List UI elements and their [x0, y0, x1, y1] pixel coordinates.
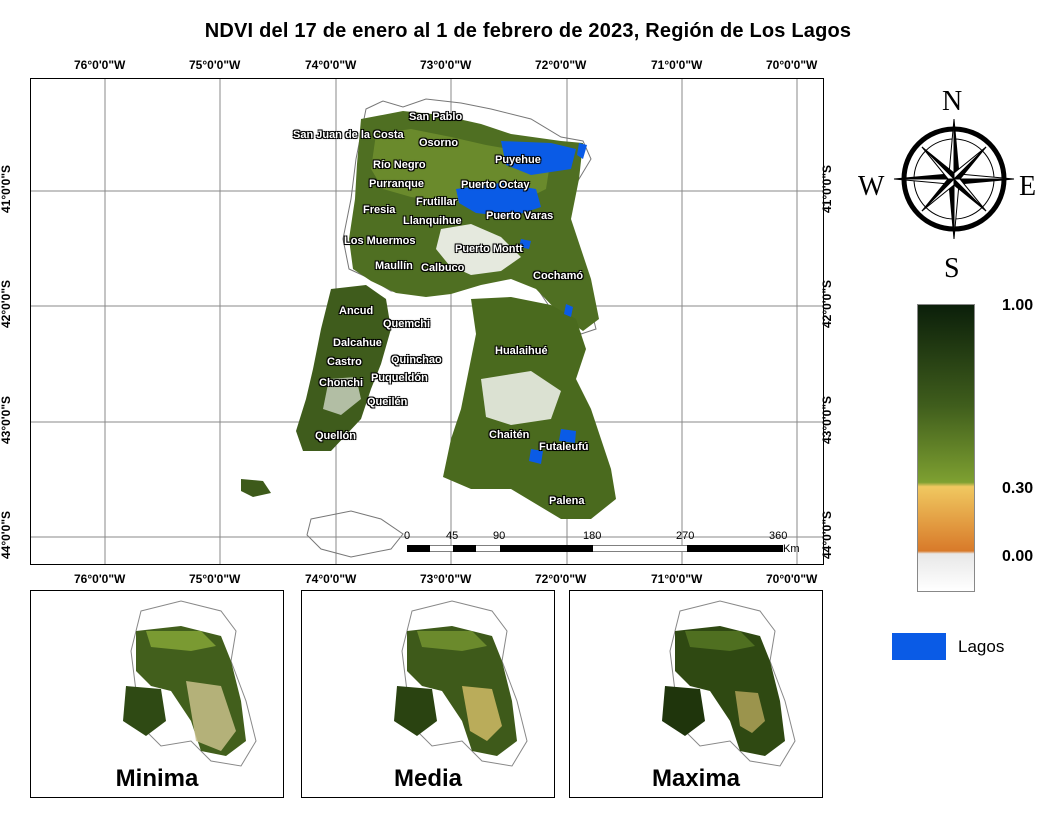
scale-tick-90: 90 [493, 530, 506, 542]
place-calbuco: Calbuco [421, 262, 465, 274]
place-frutillar: Frutillar [416, 196, 457, 208]
ndvi-legend-bar [917, 304, 975, 592]
lon-label-bottom-76: 76°0'0"W [74, 572, 126, 586]
place-puerto-varas: Puerto Varas [486, 210, 554, 222]
main-map-canvas [31, 79, 823, 564]
lon-label-bottom-71: 71°0'0"W [651, 572, 703, 586]
place-puerto-montt: Puerto Montt [455, 243, 523, 255]
place-quellon: Quellón [315, 430, 356, 442]
scale-bar-graphic [407, 545, 783, 552]
inset-maxima-label: Maxima [651, 765, 741, 792]
scale-unit: Km [783, 543, 800, 555]
lat-label-right-43: 43°0'0"S [820, 395, 835, 445]
lon-label-top-70: 70°0'0"W [766, 58, 818, 72]
lat-label-left-44: 44°0'0"S [0, 510, 14, 560]
compass-south: S [944, 253, 960, 284]
place-castro: Castro [327, 356, 362, 368]
lon-label-bottom-74: 74°0'0"W [305, 572, 357, 586]
place-futaleufu: Futaleufú [539, 441, 589, 453]
lon-label-top-71: 71°0'0"W [651, 58, 703, 72]
place-cochamo: Cochamó [533, 270, 584, 282]
place-purranque: Purranque [369, 178, 425, 190]
lon-label-top-75: 75°0'0"W [189, 58, 241, 72]
lake-legend-swatch [892, 633, 946, 660]
lat-label-left-43: 43°0'0"S [0, 395, 14, 445]
legend-value-mid: 0.30 [1002, 480, 1034, 497]
lon-label-top-76: 76°0'0"W [74, 58, 126, 72]
map-title: NDVI del 17 de enero al 1 de febrero de … [204, 20, 852, 42]
place-chonchi: Chonchi [319, 377, 363, 389]
scale-tick-180: 180 [583, 530, 602, 542]
place-los-muermos: Los Muermos [344, 235, 416, 247]
lon-label-top-74: 74°0'0"W [305, 58, 357, 72]
place-palena: Palena [549, 495, 585, 507]
place-rio-negro: Río Negro [373, 159, 426, 171]
place-osorno: Osorno [419, 137, 459, 149]
inset-media: Media [301, 590, 555, 798]
lon-label-bottom-72: 72°0'0"W [535, 572, 587, 586]
lat-label-left-41: 41°0'0"S [0, 164, 14, 214]
place-puerto-octay: Puerto Octay [461, 179, 530, 191]
compass-north: N [942, 86, 963, 117]
place-quinchao: Quinchao [391, 354, 442, 366]
scale-tick-360: 360 [769, 530, 788, 542]
place-maullin: Maullín [375, 260, 413, 272]
lat-label-right-44: 44°0'0"S [820, 510, 835, 560]
scale-tick-270: 270 [676, 530, 695, 542]
lake-legend-label: Lagos [958, 637, 1005, 656]
scale-tick-0: 0 [404, 530, 411, 542]
place-san-pablo: San Pablo [409, 111, 463, 123]
lat-label-left-42: 42°0'0"S [0, 279, 14, 329]
scale-tick-45: 45 [446, 530, 459, 542]
lon-label-top-73: 73°0'0"W [420, 58, 472, 72]
lat-label-right-41: 41°0'0"S [820, 164, 835, 214]
inset-maxima-map [662, 600, 796, 767]
inset-minima-label: Minima [115, 765, 199, 792]
inset-maxima: Maxima [569, 590, 823, 798]
lon-label-bottom-75: 75°0'0"W [189, 572, 241, 586]
place-hualaihue: Hualaihué [495, 345, 548, 357]
inset-minima: Minima [30, 590, 284, 798]
lon-label-top-72: 72°0'0"W [535, 58, 587, 72]
compass-west: W [858, 171, 885, 202]
place-llanquihue: Llanquihue [403, 215, 462, 227]
lon-label-bottom-70: 70°0'0"W [766, 572, 818, 586]
main-map: San Pablo San Juan de la Costa Osorno Pu… [30, 78, 824, 565]
place-queilen: Queilén [367, 396, 408, 408]
lat-label-right-42: 42°0'0"S [820, 279, 835, 329]
compass-rose-icon [893, 118, 1015, 240]
legend-value-high: 1.00 [1002, 297, 1034, 314]
place-san-juan-de-la-costa: San Juan de la Costa [293, 129, 404, 141]
place-dalcahue: Dalcahue [333, 337, 382, 349]
place-quemchi: Quemchi [383, 318, 431, 330]
inset-media-label: Media [393, 765, 462, 792]
inset-media-map [394, 600, 528, 767]
legend-value-low: 0.00 [1002, 548, 1034, 565]
ndvi-gradient [918, 305, 974, 591]
compass-east: E [1019, 171, 1037, 202]
inset-minima-map [123, 600, 257, 767]
place-puqueldon: Puqueldón [371, 372, 428, 384]
lon-label-bottom-73: 73°0'0"W [420, 572, 472, 586]
place-fresia: Fresia [363, 204, 396, 216]
place-chaiten: Chaitén [489, 429, 530, 441]
place-puyehue: Puyehue [495, 154, 541, 166]
place-ancud: Ancud [339, 305, 374, 317]
